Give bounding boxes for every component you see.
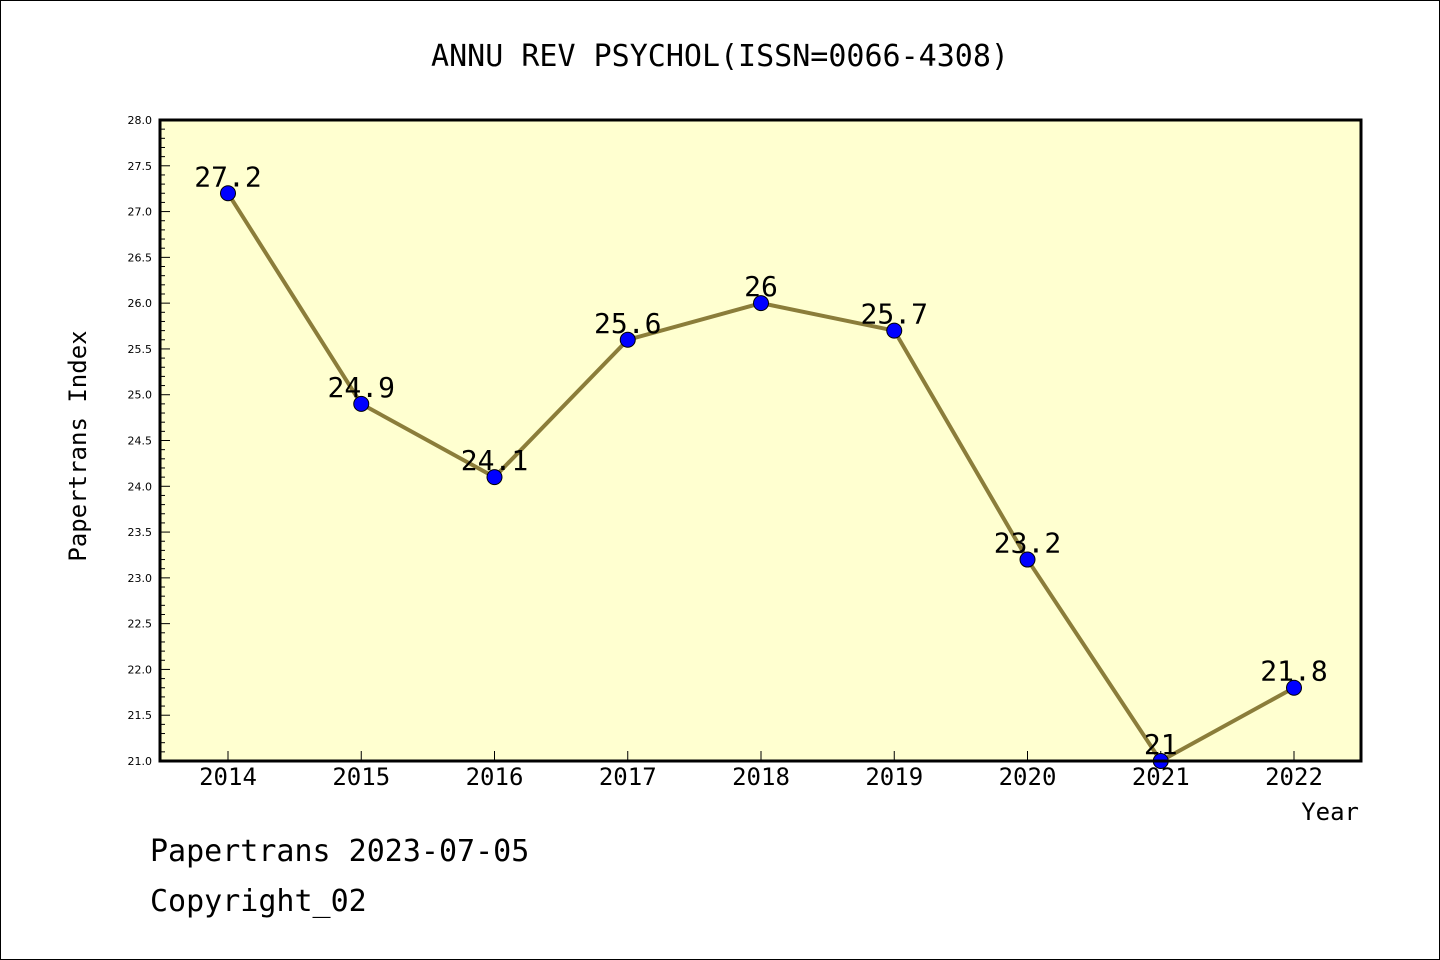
x-axis-label: Year: [1301, 798, 1359, 826]
y-tick-label: 25.5: [128, 343, 153, 356]
data-point: [486, 469, 503, 486]
data-point: [1286, 679, 1302, 696]
data-label: 23.2: [994, 527, 1061, 560]
data-point: [220, 185, 236, 202]
data-point: [619, 331, 636, 348]
x-tick-label: 2014: [199, 763, 257, 791]
x-tick-label: 2016: [466, 763, 524, 791]
data-label: 27.2: [194, 160, 261, 193]
footer-date: Papertrans 2023-07-05: [150, 834, 530, 869]
y-axis-ticks: 21.0 21.5 22.0 22.5 23.0 23.5 24.0 24.5 25.0 25.5…: [128, 114, 170, 768]
data-label: 24.1: [461, 444, 528, 477]
data-point: [886, 322, 903, 339]
y-tick-label: 26.5: [128, 251, 153, 264]
x-tick-label: 2015: [332, 763, 390, 791]
data-point: [353, 395, 370, 412]
y-tick-label: 22.0: [128, 663, 153, 676]
data-labels: 27.2 24.9 24.1 25.6 26 25.7 23.2 21 21.8: [194, 160, 1327, 761]
data-label: 24.9: [328, 371, 395, 404]
x-tick-label: 2020: [999, 763, 1057, 791]
data-points: [220, 185, 1302, 769]
data-label: 21.8: [1260, 655, 1327, 688]
y-tick-label: 26.0: [128, 297, 153, 310]
data-label: 21: [1144, 728, 1178, 761]
y-tick-label: 24.5: [128, 435, 153, 448]
y-tick-label: 24.0: [128, 480, 153, 493]
y-tick-label: 23.5: [128, 526, 153, 539]
y-tick-label: 21.0: [128, 755, 153, 768]
x-tick-label: 2019: [865, 763, 923, 791]
y-axis-label: Papertrans Index: [64, 330, 92, 561]
data-label: 26: [744, 270, 778, 303]
y-tick-label: 22.5: [128, 618, 153, 631]
x-tick-label: 2017: [599, 763, 657, 791]
y-tick-label: 27.0: [128, 206, 153, 219]
y-tick-label: 25.0: [128, 389, 153, 402]
data-label: 25.7: [861, 298, 928, 331]
x-axis-ticks: 2014 2015 2016 2017 2018 2019 2020 2021 2022: [199, 751, 1323, 791]
footer-copyright: Copyright_02: [150, 884, 367, 919]
plot-area: [160, 120, 1361, 761]
data-label: 25.6: [594, 307, 661, 340]
plot-border: [158, 118, 1363, 763]
y-tick-label: 23.0: [128, 572, 153, 585]
x-tick-label: 2022: [1265, 763, 1323, 791]
x-tick-label: 2018: [732, 763, 790, 791]
data-point: [1019, 551, 1036, 568]
data-point: [753, 295, 769, 312]
y-tick-label: 21.5: [128, 709, 153, 722]
chart-title: ANNU REV PSYCHOL(ISSN=0066-4308): [431, 39, 1009, 74]
y-tick-label: 28.0: [128, 114, 153, 127]
y-tick-label: 27.5: [128, 160, 153, 173]
